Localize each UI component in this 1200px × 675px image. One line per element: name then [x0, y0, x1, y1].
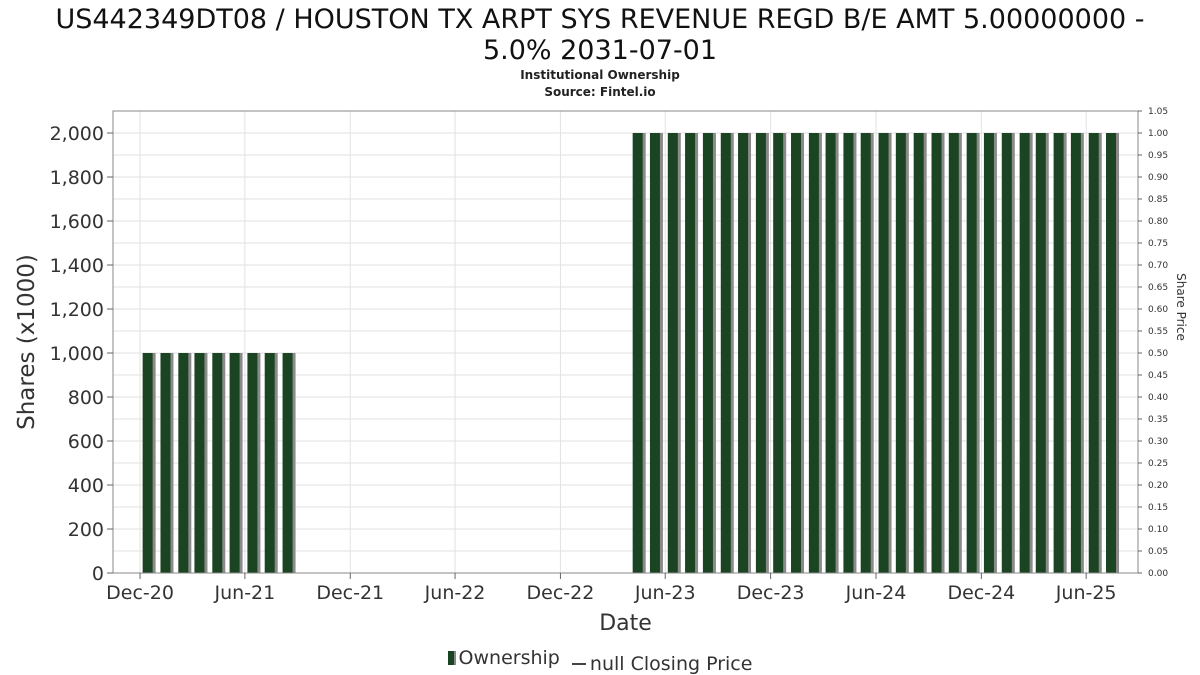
- y2-tick-label: 0.95: [1148, 151, 1168, 161]
- y-tick-label: 1,800: [50, 167, 104, 189]
- bar: [878, 133, 889, 573]
- y-tick-label: 1,600: [50, 211, 104, 233]
- bar: [160, 353, 171, 573]
- bar: [1019, 133, 1030, 573]
- bar: [264, 353, 275, 573]
- y-tick-label: 800: [68, 387, 104, 409]
- x-tick-label: Jun-25: [1055, 582, 1117, 604]
- bar: [843, 133, 854, 573]
- y-tick-label: 0: [92, 563, 104, 585]
- ownership-swatch: [447, 651, 456, 665]
- bar: [685, 133, 696, 573]
- x-tick-label: Jun-23: [634, 582, 696, 604]
- chart-subtitle: Institutional Ownership: [520, 68, 680, 82]
- bar: [895, 133, 906, 573]
- y-tick-label: 1,400: [50, 255, 104, 277]
- bar: [966, 133, 977, 573]
- y2-tick-label: 0.35: [1148, 415, 1168, 425]
- bar: [860, 133, 871, 573]
- x-tick-label: Dec-24: [947, 582, 1015, 604]
- bar: [913, 133, 924, 573]
- y2-tick-label: 0.30: [1148, 437, 1168, 447]
- y-tick-label: 400: [68, 475, 104, 497]
- bar: [212, 353, 223, 573]
- bar: [247, 353, 258, 573]
- bar: [632, 133, 643, 573]
- chart-title-line-2: 5.0% 2031-07-01: [482, 35, 718, 66]
- y2-tick-label: 0.15: [1148, 503, 1168, 513]
- legend-closing-price[interactable]: null Closing Price: [566, 653, 753, 675]
- bar: [142, 353, 153, 573]
- y2-tick-label: 0.20: [1148, 481, 1168, 491]
- y2-tick-label: 0.40: [1148, 393, 1168, 403]
- y2-axis-label: Share Price: [1174, 273, 1188, 341]
- bar: [1106, 133, 1117, 573]
- x-tick-label: Dec-23: [737, 582, 805, 604]
- plot-frame: [112, 110, 1139, 574]
- chart-source: Source: Fintel.io: [544, 85, 656, 99]
- legend-closing-price-label: null Closing Price: [589, 653, 753, 675]
- y2-tick-label: 1.05: [1148, 107, 1168, 117]
- bar: [983, 133, 994, 573]
- y-tick-label: 600: [68, 431, 104, 453]
- bar: [178, 353, 189, 573]
- bar: [702, 133, 713, 573]
- bar: [282, 353, 293, 573]
- legend: Ownership null Closing Price: [0, 647, 1200, 675]
- bar: [649, 133, 660, 573]
- y2-tick-label: 0.65: [1148, 283, 1168, 293]
- y2-tick-label: 0.80: [1148, 217, 1168, 227]
- y2-tick-label: 0.60: [1148, 305, 1168, 315]
- chart-title-line-1: US442349DT08 / HOUSTON TX ARPT SYS REVEN…: [55, 4, 1145, 35]
- y2-tick-label: 0.00: [1148, 569, 1168, 579]
- x-tick-label: Jun-24: [845, 582, 907, 604]
- y2-tick-label: 0.90: [1148, 173, 1168, 183]
- bar: [948, 133, 959, 573]
- y2-tick-label: 0.50: [1148, 349, 1168, 359]
- bar: [931, 133, 942, 573]
- legend-ownership-label: Ownership: [458, 647, 560, 669]
- bar: [1001, 133, 1012, 573]
- bar: [229, 353, 240, 573]
- bar: [738, 133, 749, 573]
- bar: [1088, 133, 1099, 573]
- bar: [1053, 133, 1064, 573]
- y2-tick-label: 0.45: [1148, 371, 1168, 381]
- bar: [1070, 133, 1081, 573]
- y-axis-label: Shares (x1000): [14, 254, 40, 430]
- y2-tick-label: 0.75: [1148, 239, 1168, 249]
- closing-price-swatch: [571, 663, 586, 665]
- y-tick-label: 1,000: [50, 343, 104, 365]
- y2-tick-label: 0.10: [1148, 525, 1168, 535]
- bar: [667, 133, 678, 573]
- legend-ownership[interactable]: Ownership: [447, 647, 560, 669]
- y2-tick-label: 0.55: [1148, 327, 1168, 337]
- bar: [773, 133, 784, 573]
- bar: [825, 133, 836, 573]
- bar: [1035, 133, 1046, 573]
- x-tick-label: Jun-21: [214, 582, 276, 604]
- bar: [791, 133, 802, 573]
- bar: [720, 133, 731, 573]
- x-tick-label: Dec-22: [527, 582, 595, 604]
- x-tick-label: Jun-22: [424, 582, 486, 604]
- x-axis-label: Date: [599, 611, 652, 636]
- bar: [194, 353, 205, 573]
- y-tick-label: 1,200: [50, 299, 104, 321]
- x-tick-label: Dec-21: [316, 582, 384, 604]
- bar: [755, 133, 766, 573]
- y2-tick-label: 0.70: [1148, 261, 1168, 271]
- bars: [142, 133, 1120, 573]
- bar: [808, 133, 819, 573]
- y2-tick-label: 0.85: [1148, 195, 1168, 205]
- y-tick-label: 2,000: [50, 123, 104, 145]
- y2-tick-label: 0.05: [1148, 547, 1168, 557]
- y-tick-label: 200: [68, 519, 104, 541]
- y2-tick-label: 0.25: [1148, 459, 1168, 469]
- axes: 0 200 400 600 800 1,000 1,200 1,400 1,600 1,800 2,…: [14, 107, 1188, 636]
- x-tick-label: Dec-20: [106, 582, 174, 604]
- y2-tick-label: 1.00: [1148, 129, 1168, 139]
